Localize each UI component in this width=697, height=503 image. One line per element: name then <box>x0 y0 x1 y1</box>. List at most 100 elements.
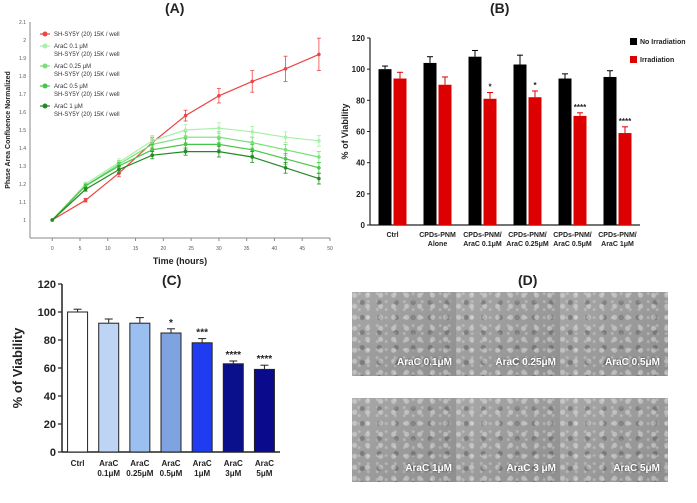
x-tick-label: AraC 0.25μM <box>506 241 549 248</box>
legend-label: SH-SY5Y (20) 15K / well <box>54 72 120 78</box>
data-point <box>317 166 321 170</box>
data-point <box>150 148 155 152</box>
data-point <box>317 176 321 181</box>
x-tick-label: 0.5μM <box>160 469 183 478</box>
x-tick-label: 15 <box>133 246 139 252</box>
x-tick-label: AraC <box>130 459 149 468</box>
micrograph-label: AraC 0.1μM <box>396 357 452 368</box>
data-point <box>283 148 288 152</box>
x-tick-label: 45 <box>299 246 305 252</box>
y-tick-label: 1.9 <box>19 56 26 62</box>
y-tick-label: 40 <box>44 391 56 403</box>
x-tick-label: 50 <box>327 246 333 252</box>
x-tick-label: 0.25μM <box>126 469 153 478</box>
bar <box>98 322 120 453</box>
micrograph-label: AraC 0.25μM <box>495 357 556 368</box>
x-tick-label: CPDs-PNM <box>419 232 456 239</box>
significance-marker: **** <box>574 103 587 112</box>
legend-swatch <box>630 56 637 63</box>
x-tick-label: CPDs-PNM/ <box>463 232 502 239</box>
legend-swatch-point <box>42 31 48 37</box>
y-tick-label: 100 <box>352 65 366 74</box>
legend-label: SH-SY5Y (20) 15K / well <box>54 32 120 38</box>
data-point <box>283 157 288 161</box>
y-tick-label: 120 <box>38 279 56 291</box>
y-axis-label: % of Viability <box>340 104 350 160</box>
y-tick-label: 20 <box>44 419 56 431</box>
data-point <box>283 135 288 139</box>
micrograph-label: AraC 0.5μM <box>604 357 660 368</box>
data-point <box>217 94 221 98</box>
y-tick-label: 40 <box>356 159 365 168</box>
panel-a-label: (A) <box>165 0 185 16</box>
bar <box>253 368 275 453</box>
data-point <box>317 52 321 57</box>
y-tick-label: 80 <box>356 96 365 105</box>
x-tick-label: AraC <box>224 459 243 468</box>
data-point <box>250 140 255 145</box>
micrograph: AraC 0.5μM <box>560 292 668 376</box>
legend-label: SH-SY5Y (20) 15K / well <box>54 92 120 98</box>
x-axis-label: Time (hours) <box>153 256 207 266</box>
data-point <box>117 167 121 172</box>
y-tick-label: 2 <box>23 38 26 44</box>
bar <box>558 78 572 226</box>
bar <box>191 342 213 453</box>
bar <box>67 311 89 453</box>
y-tick-label: 20 <box>356 190 365 199</box>
x-tick-label: CPDs-PNM/ <box>598 232 637 239</box>
data-point <box>217 142 221 147</box>
data-point <box>317 155 321 159</box>
y-tick-label: 1.4 <box>19 146 26 152</box>
micrograph-label: AraC 3 μM <box>506 463 556 474</box>
x-tick-label: 35 <box>244 246 250 252</box>
y-axis-label: Phase Area Confluence Normalized <box>5 71 12 189</box>
y-tick-label: 0 <box>361 221 366 230</box>
data-point <box>183 113 188 118</box>
y-tick-label: 2.1 <box>19 20 26 26</box>
x-tick-label: 10 <box>105 246 111 252</box>
micrograph: AraC 0.1μM <box>352 292 460 376</box>
x-tick-label: 5μM <box>256 469 272 478</box>
x-tick-label: 30 <box>216 246 222 252</box>
legend-label: SH-SY5Y (20) 15K / well <box>54 52 120 58</box>
data-point <box>183 149 188 154</box>
legend-label: AraC 0.1 μM <box>54 44 88 50</box>
y-tick-label: 100 <box>38 307 56 319</box>
x-tick-label: CPDs-PNM/ <box>553 232 592 239</box>
legend-swatch-point <box>42 63 48 69</box>
y-axis-label: % of Viability <box>10 327 25 408</box>
data-point <box>183 135 188 139</box>
data-point <box>83 184 88 188</box>
y-tick-label: 120 <box>352 34 366 43</box>
micrograph: AraC 0.25μM <box>456 292 564 376</box>
data-point <box>217 135 221 139</box>
y-tick-label: 0 <box>50 447 56 459</box>
legend-swatch-point <box>42 83 48 89</box>
data-point <box>283 67 288 71</box>
legend-swatch-point <box>42 43 48 49</box>
x-tick-label: 40 <box>272 246 278 252</box>
x-tick-label: 3μM <box>225 469 241 478</box>
bar <box>528 97 542 225</box>
legend-label: AraC 1 μM <box>54 104 83 110</box>
panel-b-label: (B) <box>490 0 510 16</box>
bar <box>468 56 482 226</box>
legend-label: SH-SY5Y (20) 15K / well <box>54 112 120 118</box>
x-tick-label: CPDs-PNM/ <box>508 232 547 239</box>
micrograph-label: AraC 5μM <box>613 463 660 474</box>
bar <box>618 133 632 225</box>
significance-marker: * <box>533 81 537 90</box>
data-point <box>217 149 221 154</box>
data-point <box>83 198 88 202</box>
data-point <box>250 155 255 159</box>
panel-c-label: (C) <box>162 272 182 288</box>
y-tick-label: 1.3 <box>19 164 26 170</box>
x-tick-label: Ctrl <box>386 232 398 239</box>
data-point <box>217 126 221 130</box>
legend-label: No Irradiation <box>640 39 686 46</box>
x-tick-label: 1μM <box>194 469 210 478</box>
data-point <box>183 142 188 147</box>
